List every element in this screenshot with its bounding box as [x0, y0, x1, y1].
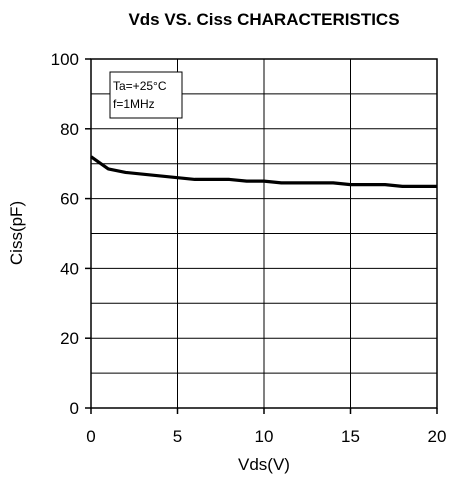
- x-tick-label: 20: [428, 427, 447, 446]
- ciss-series-line: [90, 155, 437, 188]
- y-tick-label: 40: [60, 259, 79, 278]
- y-tick-label: 100: [51, 50, 79, 69]
- x-tick-label: 0: [86, 427, 95, 446]
- tick-labels: 0 20 40 60 80 100 0 5 10 15 20: [51, 50, 447, 446]
- y-axis-label: Ciss(pF): [7, 201, 26, 265]
- y-tick-label: 0: [70, 399, 79, 418]
- x-tick-label: 5: [173, 427, 182, 446]
- gridlines: [91, 59, 437, 408]
- y-tick-label: 60: [60, 190, 79, 209]
- x-tick-label: 10: [255, 427, 274, 446]
- x-axis-label: Vds(V): [238, 455, 290, 474]
- y-tick-label: 80: [60, 120, 79, 139]
- chart-title: Vds VS. Ciss CHARACTERISTICS: [128, 10, 399, 29]
- legend-box: Ta=+25°C f=1MHz: [109, 71, 183, 119]
- x-tick-label: 15: [341, 427, 360, 446]
- y-tick-label: 20: [60, 329, 79, 348]
- plot-frame: [85, 58, 438, 414]
- annotation-frequency: f=1MHz: [113, 97, 155, 111]
- series-layer: [90, 155, 437, 188]
- annotation-temperature: Ta=+25°C: [113, 79, 167, 93]
- legend-frame: [109, 71, 183, 119]
